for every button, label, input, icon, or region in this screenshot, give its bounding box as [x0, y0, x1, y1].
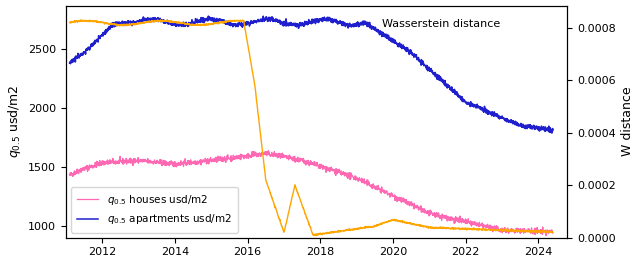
Line: $q_{0.5}$ apartments usd/m2: $q_{0.5}$ apartments usd/m2 [70, 16, 553, 133]
$q_{0.5}$ houses usd/m2 [549, 231, 557, 234]
Wasserstein distance [91, 19, 99, 23]
Legend: $q_{0.5}$ houses usd/m2, $q_{0.5}$ apartments usd/m2: $q_{0.5}$ houses usd/m2, $q_{0.5}$ apart… [71, 187, 237, 232]
$q_{0.5}$ apartments usd/m2 [447, 86, 454, 89]
Wasserstein distance [536, 230, 543, 234]
$q_{0.5}$ houses usd/m2 [535, 229, 543, 232]
$q_{0.5}$ houses usd/m2 [66, 173, 74, 176]
Wasserstein distance [549, 231, 557, 234]
Wasserstein distance [312, 234, 319, 237]
Wasserstein distance [66, 21, 74, 24]
$q_{0.5}$ houses usd/m2 [447, 217, 454, 220]
$q_{0.5}$ houses usd/m2 [288, 155, 296, 159]
$q_{0.5}$ apartments usd/m2 [535, 125, 543, 128]
$q_{0.5}$ apartments usd/m2 [205, 14, 212, 18]
$q_{0.5}$ houses usd/m2 [264, 149, 272, 152]
$q_{0.5}$ houses usd/m2 [542, 234, 550, 237]
Line: $q_{0.5}$ houses usd/m2: $q_{0.5}$ houses usd/m2 [70, 151, 553, 236]
Wasserstein distance [77, 18, 84, 21]
Line: Wasserstein distance: Wasserstein distance [70, 20, 553, 236]
$q_{0.5}$ houses usd/m2 [301, 161, 308, 164]
$q_{0.5}$ houses usd/m2 [90, 164, 98, 168]
Y-axis label: W distance: W distance [621, 87, 634, 156]
$q_{0.5}$ apartments usd/m2 [90, 42, 98, 45]
$q_{0.5}$ apartments usd/m2 [535, 127, 543, 130]
Wasserstein distance [535, 230, 543, 233]
$q_{0.5}$ apartments usd/m2 [548, 131, 556, 134]
Wasserstein distance [301, 212, 308, 215]
$q_{0.5}$ apartments usd/m2 [549, 128, 557, 132]
Y-axis label: $q_{0.5}$ usd/m2: $q_{0.5}$ usd/m2 [6, 85, 22, 158]
Wasserstein distance [288, 195, 296, 199]
$q_{0.5}$ apartments usd/m2 [66, 61, 74, 64]
$q_{0.5}$ apartments usd/m2 [301, 20, 308, 23]
Wasserstein distance [447, 227, 454, 230]
$q_{0.5}$ apartments usd/m2 [288, 24, 296, 27]
$q_{0.5}$ houses usd/m2 [535, 230, 543, 233]
Text: Wasserstein distance: Wasserstein distance [382, 19, 500, 29]
